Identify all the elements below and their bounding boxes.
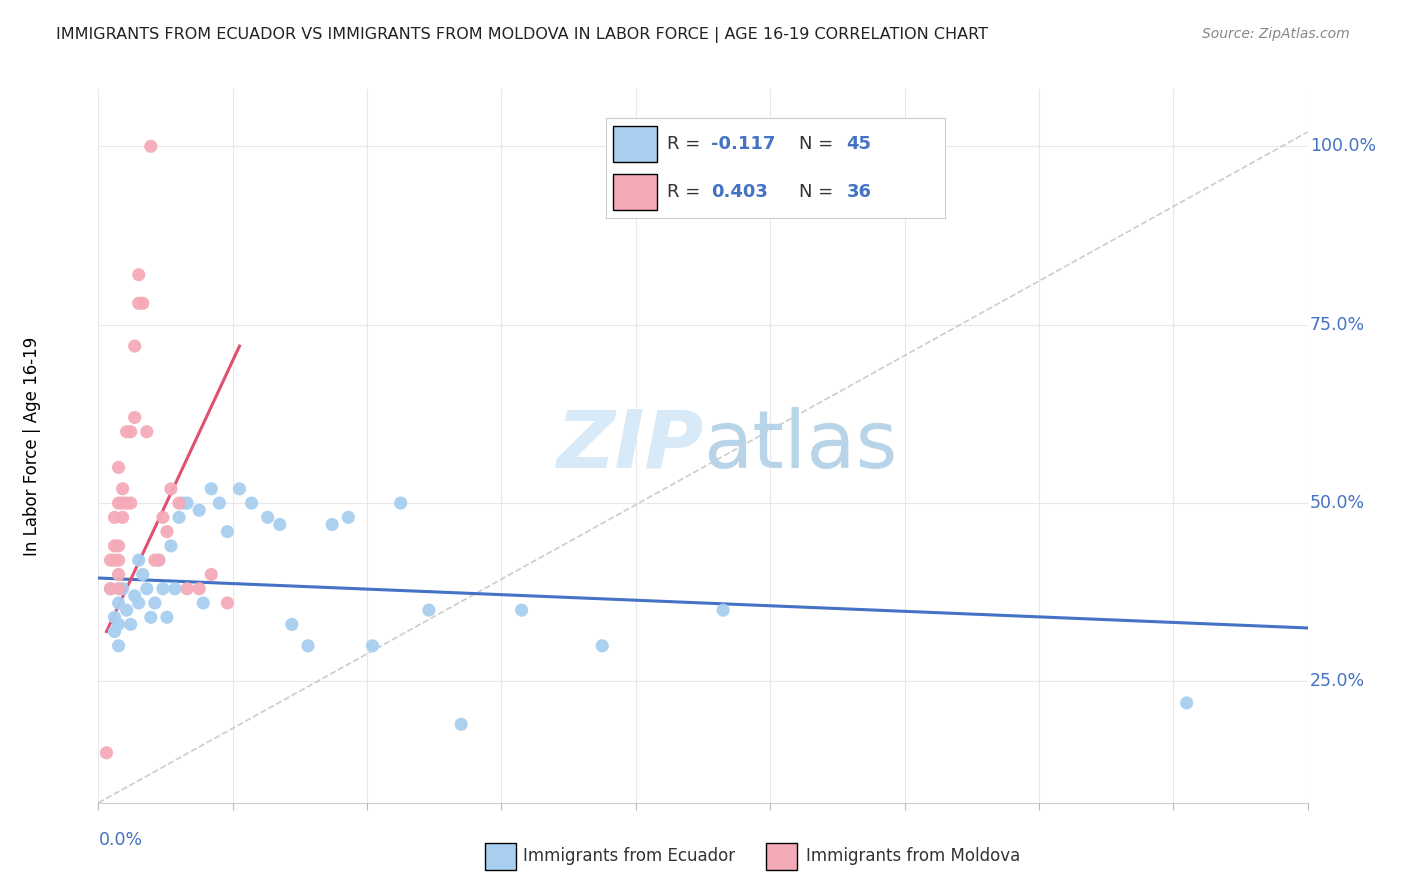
Point <box>321 517 343 532</box>
Point <box>111 482 134 496</box>
Text: Immigrants from Ecuador: Immigrants from Ecuador <box>523 847 735 865</box>
Point <box>132 567 155 582</box>
Point <box>139 139 162 153</box>
Point <box>418 603 440 617</box>
Point <box>124 410 146 425</box>
Text: ZIP: ZIP <box>555 407 703 485</box>
Point <box>120 496 142 510</box>
Point <box>217 524 239 539</box>
Point <box>107 582 129 596</box>
Point <box>132 296 155 310</box>
Point <box>156 610 179 624</box>
Point <box>115 496 138 510</box>
Point <box>167 510 190 524</box>
Point <box>256 510 278 524</box>
Point <box>217 596 239 610</box>
Point <box>107 496 129 510</box>
Point <box>510 603 533 617</box>
Point <box>120 425 142 439</box>
Point <box>148 553 170 567</box>
Point <box>148 553 170 567</box>
Point <box>103 539 125 553</box>
Point <box>176 582 198 596</box>
Point <box>135 582 157 596</box>
Point <box>124 589 146 603</box>
Point <box>297 639 319 653</box>
Point <box>111 496 134 510</box>
Point <box>96 746 118 760</box>
Point <box>711 603 734 617</box>
Point <box>193 596 215 610</box>
Text: 25.0%: 25.0% <box>1310 673 1365 690</box>
Point <box>1175 696 1198 710</box>
Text: 0.0%: 0.0% <box>98 831 142 849</box>
Text: In Labor Force | Age 16-19: In Labor Force | Age 16-19 <box>22 336 41 556</box>
Text: 50.0%: 50.0% <box>1310 494 1365 512</box>
Point <box>115 425 138 439</box>
Point <box>107 596 129 610</box>
Point <box>450 717 472 731</box>
Point <box>591 639 613 653</box>
Point <box>111 582 134 596</box>
Point <box>107 639 129 653</box>
Text: 100.0%: 100.0% <box>1310 137 1376 155</box>
Point <box>208 496 231 510</box>
Point <box>139 610 162 624</box>
Point <box>135 425 157 439</box>
Point <box>337 510 360 524</box>
Point <box>107 539 129 553</box>
Text: IMMIGRANTS FROM ECUADOR VS IMMIGRANTS FROM MOLDOVA IN LABOR FORCE | AGE 16-19 CO: IMMIGRANTS FROM ECUADOR VS IMMIGRANTS FR… <box>56 27 988 43</box>
Point <box>240 496 263 510</box>
Text: 75.0%: 75.0% <box>1310 316 1365 334</box>
Point <box>128 296 150 310</box>
Point <box>107 567 129 582</box>
Point <box>124 339 146 353</box>
Point <box>128 596 150 610</box>
Point <box>200 482 222 496</box>
Point <box>115 603 138 617</box>
Point <box>389 496 412 510</box>
Point <box>269 517 291 532</box>
Point <box>128 268 150 282</box>
Point <box>111 510 134 524</box>
Text: Source: ZipAtlas.com: Source: ZipAtlas.com <box>1202 27 1350 41</box>
Point <box>107 460 129 475</box>
Text: atlas: atlas <box>703 407 897 485</box>
Point <box>100 582 122 596</box>
Point <box>107 617 129 632</box>
Point <box>188 503 211 517</box>
Point <box>100 553 122 567</box>
Point <box>128 553 150 567</box>
Point <box>103 553 125 567</box>
Point <box>120 617 142 632</box>
Point <box>103 510 125 524</box>
Point <box>156 524 179 539</box>
Point <box>163 582 186 596</box>
Point <box>160 539 183 553</box>
Point <box>167 496 190 510</box>
Point <box>228 482 250 496</box>
Point <box>103 610 125 624</box>
Point <box>200 567 222 582</box>
Point <box>143 596 166 610</box>
Point <box>160 482 183 496</box>
Point <box>172 496 194 510</box>
Point <box>100 582 122 596</box>
Point <box>107 553 129 567</box>
Point <box>152 510 174 524</box>
Point <box>361 639 384 653</box>
Point <box>281 617 304 632</box>
Point <box>176 496 198 510</box>
Text: Immigrants from Moldova: Immigrants from Moldova <box>806 847 1019 865</box>
Point <box>103 624 125 639</box>
Point <box>143 553 166 567</box>
Point <box>188 582 211 596</box>
Point <box>152 582 174 596</box>
